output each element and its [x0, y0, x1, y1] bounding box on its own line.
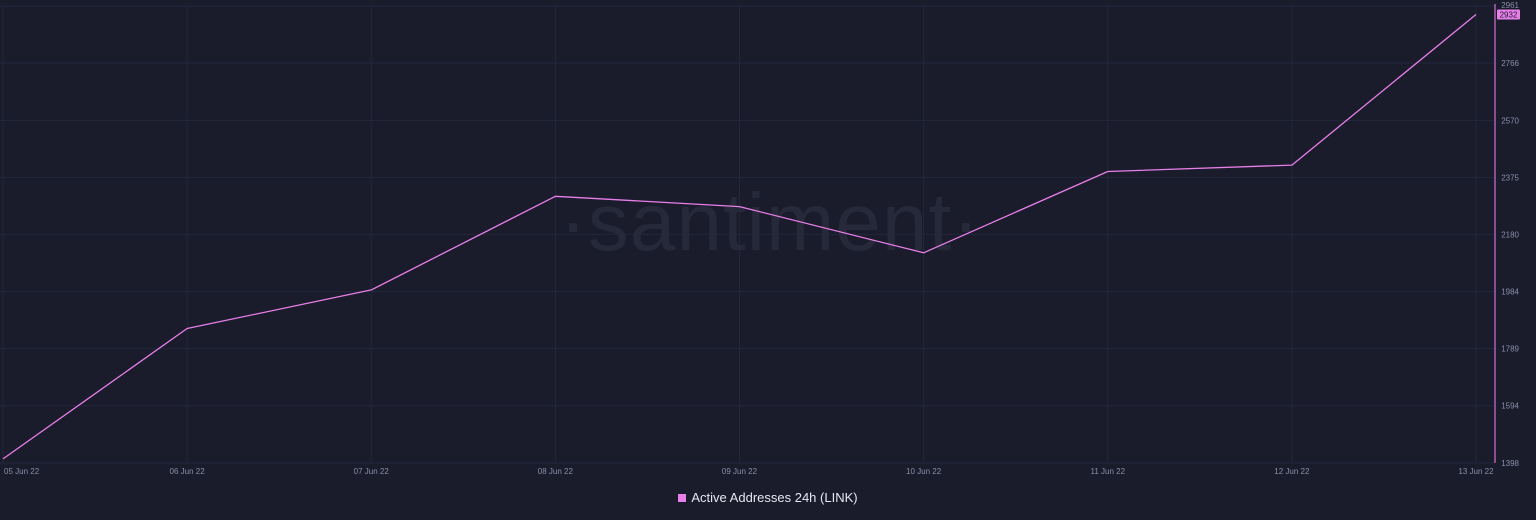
- x-tick-label: 10 Jun 22: [906, 467, 942, 476]
- series-line: [2, 13, 1477, 460]
- last-value-badge: 2932: [1497, 9, 1520, 20]
- last-value-badge-text: 2932: [1500, 10, 1518, 19]
- x-tick-label: 07 Jun 22: [354, 467, 390, 476]
- x-axis: 05 Jun 22 06 Jun 22 07 Jun 22 08 Jun 22 09 J…: [4, 467, 1494, 476]
- last-value-badge-bg: [1497, 9, 1520, 20]
- y-tick-label: 1789: [1501, 345, 1519, 354]
- x-tick-label: 05 Jun 22: [4, 467, 40, 476]
- series-group: [2, 13, 1477, 460]
- legend[interactable]: Active Addresses 24h (LINK): [0, 490, 1536, 505]
- santiment-watermark: ·santiment·: [559, 177, 980, 268]
- x-tick-label: 08 Jun 22: [538, 467, 574, 476]
- y-tick-label: 1398: [1501, 459, 1519, 468]
- y-tick-label: 2766: [1501, 59, 1519, 68]
- grid-lines: [0, 5, 1494, 464]
- x-tick-label: 06 Jun 22: [170, 467, 206, 476]
- y-tick-label: 2180: [1501, 230, 1519, 239]
- y-tick-label: 2570: [1501, 116, 1519, 125]
- y-axis: 1398 1594 1789 1984 2180 2375 2570 2766 2961: [1494, 1, 1520, 468]
- y-tick-label: 1594: [1501, 402, 1519, 411]
- legend-swatch: [678, 494, 687, 502]
- x-tick-label: 13 Jun 22: [1458, 467, 1494, 476]
- legend-label: Active Addresses 24h (LINK): [691, 490, 858, 505]
- x-tick-label: 09 Jun 22: [722, 467, 758, 476]
- y-tick-label: 1984: [1501, 288, 1519, 297]
- x-tick-label: 11 Jun 22: [1090, 467, 1125, 476]
- x-tick-label: 12 Jun 22: [1274, 467, 1310, 476]
- y-tick-label: 2375: [1501, 173, 1519, 182]
- y-tick-label: 2961: [1501, 1, 1519, 10]
